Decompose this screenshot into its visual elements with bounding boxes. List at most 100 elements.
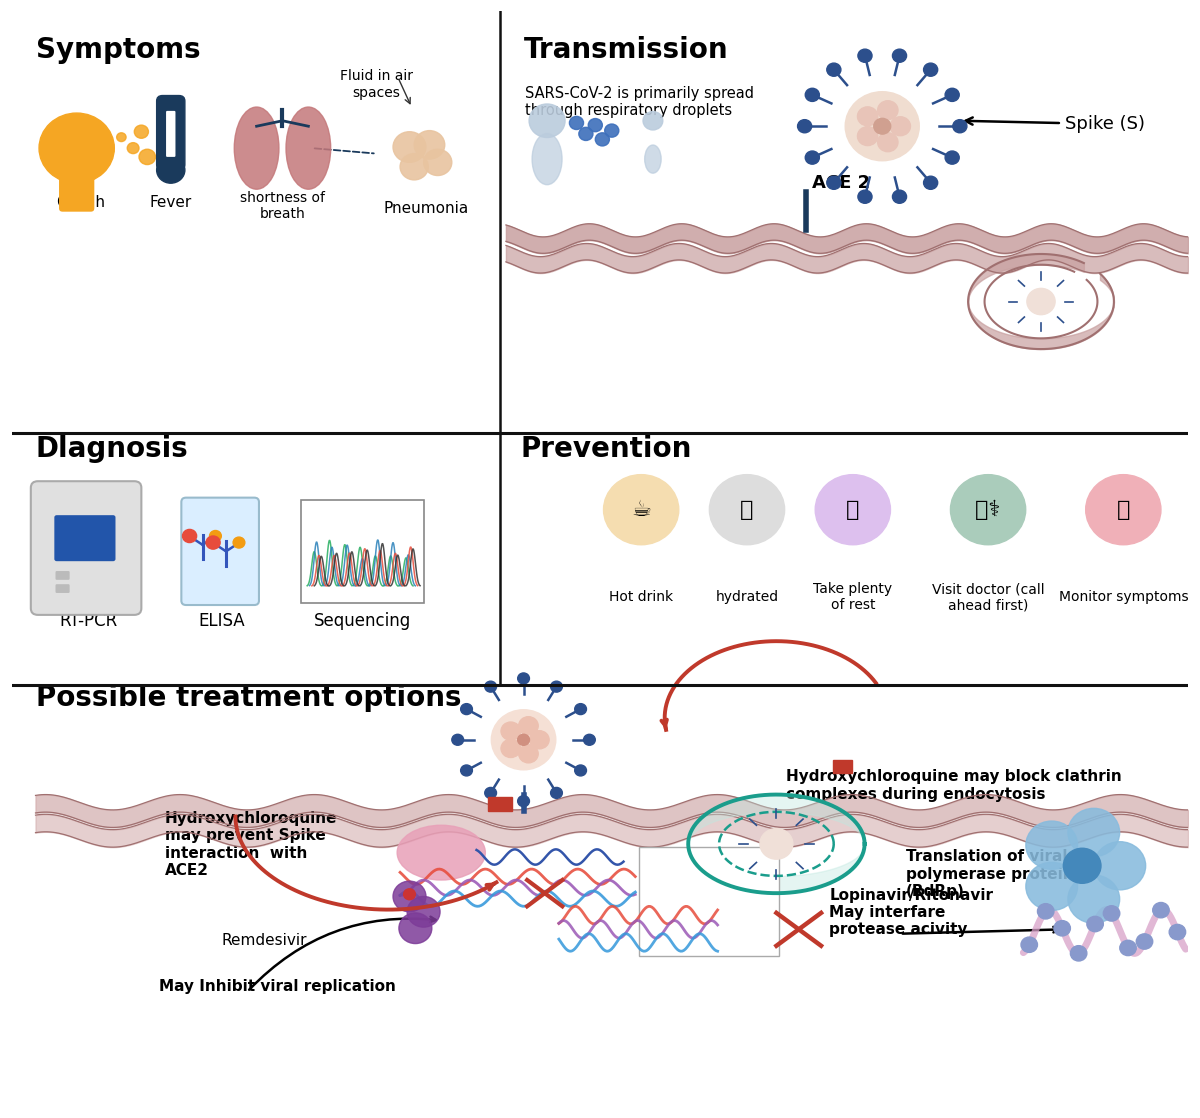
Circle shape (461, 703, 473, 714)
Circle shape (760, 828, 793, 860)
Circle shape (1021, 937, 1038, 953)
Circle shape (400, 153, 428, 180)
Circle shape (452, 735, 463, 746)
Circle shape (583, 735, 595, 746)
Circle shape (1026, 862, 1078, 910)
FancyBboxPatch shape (31, 481, 142, 615)
Circle shape (551, 787, 563, 798)
Text: ELISA: ELISA (198, 613, 245, 631)
Circle shape (398, 913, 432, 944)
Circle shape (575, 703, 587, 714)
Circle shape (1103, 906, 1120, 921)
Circle shape (116, 133, 126, 142)
Circle shape (827, 63, 841, 76)
Circle shape (127, 143, 139, 153)
Circle shape (846, 92, 919, 160)
Ellipse shape (234, 107, 278, 189)
Text: Envelope (E): Envelope (E) (689, 934, 731, 940)
Text: Cough: Cough (55, 196, 104, 210)
Circle shape (485, 787, 497, 798)
Circle shape (874, 119, 890, 134)
Circle shape (40, 113, 114, 183)
Text: Genomic replication: Genomic replication (671, 859, 748, 868)
Text: Take plenty
of rest: Take plenty of rest (814, 582, 893, 613)
Circle shape (953, 120, 967, 133)
Circle shape (858, 126, 877, 145)
Circle shape (529, 730, 550, 749)
Text: Fluid in air
spaces: Fluid in air spaces (340, 69, 413, 100)
Text: Visit doctor (call
ahead first): Visit doctor (call ahead first) (931, 582, 1044, 613)
Text: 🥤: 🥤 (740, 500, 754, 520)
Text: Hydroxychloroquine may block clathrin
complexes during endocytosis: Hydroxychloroquine may block clathrin co… (786, 769, 1122, 802)
Circle shape (517, 796, 529, 806)
Text: Membrane (M): Membrane (M) (685, 921, 733, 928)
Circle shape (461, 765, 473, 776)
Circle shape (575, 765, 587, 776)
Circle shape (946, 151, 959, 164)
Circle shape (893, 190, 906, 203)
Circle shape (798, 120, 811, 133)
Circle shape (890, 116, 911, 135)
Circle shape (805, 88, 820, 102)
Text: Spike (S): Spike (S) (966, 115, 1145, 133)
Circle shape (605, 124, 619, 138)
Circle shape (551, 681, 563, 692)
Ellipse shape (644, 145, 661, 173)
Circle shape (517, 735, 529, 746)
Text: RT-PCR: RT-PCR (59, 613, 118, 631)
Text: Monitor symptoms: Monitor symptoms (1058, 590, 1188, 605)
Ellipse shape (532, 133, 562, 184)
FancyBboxPatch shape (54, 515, 115, 561)
Text: 🧑‍⚕️: 🧑‍⚕️ (976, 500, 1001, 520)
Circle shape (1038, 903, 1054, 919)
Circle shape (1068, 808, 1120, 856)
Circle shape (1087, 917, 1103, 931)
FancyBboxPatch shape (55, 585, 70, 593)
Circle shape (403, 889, 415, 900)
Circle shape (139, 149, 156, 164)
Circle shape (1070, 946, 1087, 961)
Circle shape (1027, 288, 1055, 314)
Circle shape (877, 101, 898, 120)
Circle shape (877, 133, 898, 152)
Circle shape (518, 717, 539, 735)
Circle shape (1054, 920, 1070, 936)
Text: Dlagnosis: Dlagnosis (36, 435, 188, 464)
Text: Fever: Fever (150, 196, 192, 210)
Text: Nucleocapsid (N): Nucleocapsid (N) (682, 898, 738, 904)
Text: Symptoms: Symptoms (36, 36, 200, 64)
Circle shape (595, 133, 610, 146)
Circle shape (500, 722, 521, 740)
Circle shape (1120, 940, 1136, 956)
Circle shape (529, 104, 565, 138)
Circle shape (643, 112, 662, 130)
Text: Lopinavir/Ritonavir
May interfare
protease acivity: Lopinavir/Ritonavir May interfare protea… (829, 888, 994, 938)
Circle shape (394, 881, 426, 912)
Circle shape (182, 530, 197, 542)
Text: Sequencing: Sequencing (314, 613, 412, 631)
Circle shape (1068, 875, 1120, 923)
Circle shape (485, 681, 497, 692)
Text: Possible treatment options: Possible treatment options (36, 684, 461, 712)
Circle shape (1086, 475, 1160, 544)
Circle shape (518, 745, 539, 762)
Text: 📋: 📋 (1117, 500, 1130, 520)
Circle shape (233, 537, 245, 548)
Circle shape (1063, 849, 1100, 883)
Circle shape (407, 897, 440, 927)
Text: ☕: ☕ (631, 500, 652, 520)
Bar (488, 797, 512, 811)
Circle shape (1153, 902, 1169, 918)
Text: Prevention: Prevention (520, 435, 691, 464)
Text: Hot drink: Hot drink (610, 590, 673, 605)
Circle shape (604, 475, 679, 544)
Circle shape (924, 63, 937, 76)
Circle shape (517, 673, 529, 684)
Circle shape (588, 119, 602, 132)
Text: Remdesivir: Remdesivir (221, 932, 307, 948)
Circle shape (500, 739, 521, 758)
Text: Pneumonia: Pneumonia (383, 201, 468, 216)
Circle shape (946, 88, 959, 102)
Circle shape (134, 125, 149, 139)
Circle shape (805, 151, 820, 164)
